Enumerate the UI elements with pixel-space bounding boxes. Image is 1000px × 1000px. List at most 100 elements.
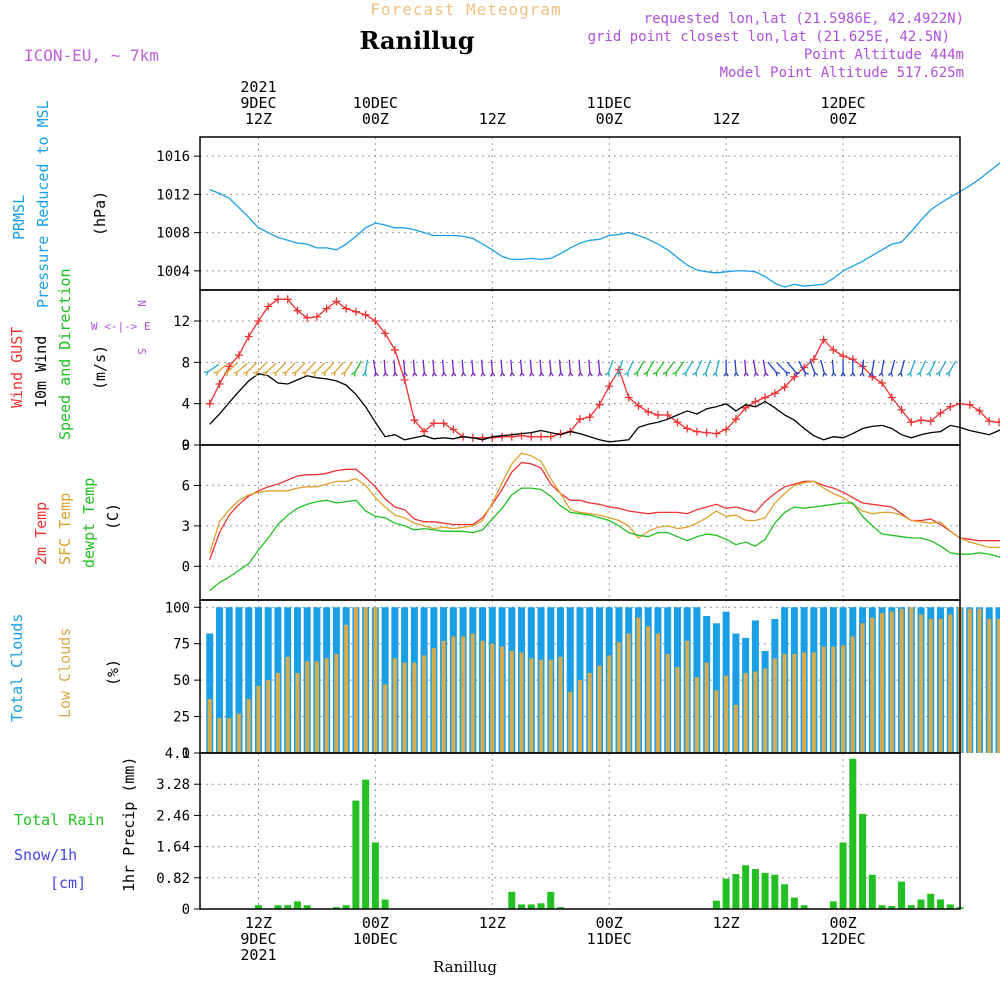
wind-arrow-shaft [324,361,335,373]
wind-arrow-head [831,371,837,377]
gust-marker [887,393,896,402]
low-cloud-bar [256,685,261,753]
low-cloud-bar [295,672,300,753]
low-cloud-bar [772,658,777,753]
gust-marker [722,425,731,434]
y-tick-label: 4 [182,397,190,413]
rain-bar [712,900,720,909]
wind-arrow [372,359,379,377]
low-cloud-bar [412,662,417,753]
low-cloud-bar [704,662,709,753]
wind-arrow-head [785,371,791,377]
wind-arrow-shaft [383,359,386,373]
bottom-time-label: 12Z [479,914,506,932]
wind-arrow [682,360,694,377]
wind-arrow-head [733,371,739,377]
wind-arrow [702,360,712,377]
wind-arrow-shaft [762,359,767,373]
y-label: Pressure Reduced to MSL [34,100,52,308]
gust-marker [761,393,770,402]
gust-marker [692,427,701,436]
total-cloud-bar [381,607,389,753]
low-cloud-bar [665,653,670,753]
gust-marker [205,399,214,408]
low-cloud-bar [870,617,875,753]
wind-arrow-head [712,371,718,377]
bottom-time-label: 12Z [713,914,740,932]
gust-marker [234,351,243,360]
gust-marker [283,295,292,304]
bottom-time-label: 00Z [362,914,389,932]
wind-arrow-shaft [471,359,474,373]
wind-arrow-head [878,371,884,377]
low-cloud-bar [724,675,729,753]
top-time-label: 00Z [596,110,623,128]
wind-arrow-shaft [776,362,787,373]
series-line-prmsl [209,162,1000,288]
low-cloud-bar [996,618,1000,753]
low-cloud-bar [977,608,982,753]
wind-arrow-shaft [656,361,665,373]
wind-arrow [733,359,739,377]
gust-marker [965,400,974,409]
wind-arrow-shaft [767,361,777,373]
low-cloud-bar [461,636,466,753]
wind-arrow-head [451,371,457,377]
wind-arrow-shaft [412,359,416,373]
wind-arrow [907,360,916,377]
low-cloud-bar [500,646,505,753]
gust-marker [653,411,662,420]
y-tick-label: 1004 [156,264,190,280]
total-cloud-bar [225,607,233,753]
low-cloud-bar [655,633,660,753]
wind-arrow-head [331,371,336,377]
gust-marker [332,297,341,306]
wind-arrow [301,362,316,377]
total-cloud-bar [206,633,214,753]
low-cloud-bar [987,618,992,753]
rain-bar [518,904,526,909]
wind-arrow-head [441,371,447,377]
gust-marker [585,413,594,422]
wind-arrow [529,359,535,377]
wind-arrow-head [402,371,408,377]
wind-arrow-shaft [665,361,675,373]
y-label: 10m Wind [32,336,50,408]
wind-arrow [203,363,220,376]
series-line-dewpt-temp [209,487,1000,592]
wind-arrow-shaft [744,359,747,373]
wind-arrow-head [916,371,922,377]
y-tick-label: 0 [182,902,190,918]
wind-arrow-shaft [275,362,287,373]
top-title: Forecast Meteogram [370,0,561,19]
wind-arrow [362,359,369,377]
wind-arrow-head [935,371,941,377]
panel-frame [199,136,961,291]
wind-arrow-shaft [909,360,916,373]
wind-arrow-shaft [675,361,685,373]
wind-arrow [897,359,906,377]
low-cloud-bar [919,614,924,753]
low-cloud-bar [392,658,397,753]
wind-arrow [558,359,564,377]
wind-arrow-shaft [809,360,816,373]
y-tick-label: 9 [182,438,190,454]
low-cloud-bar [967,608,972,753]
wind-arrow-shaft [752,359,757,373]
wind-arrow [945,360,957,377]
wind-arrow-shaft [393,359,396,373]
low-cloud-bar [831,646,836,753]
point-altitude: Point Altitude 444m [804,47,964,63]
wind-arrow-head [577,371,584,377]
gust-marker [917,416,926,425]
total-cloud-bar [264,607,272,753]
wind-arrow-head [662,371,668,377]
wind-arrow-head [804,371,810,377]
rain-bar [547,891,555,909]
y-label: dewpt Temp [80,478,98,568]
gust-marker [273,295,282,304]
low-cloud-bar [207,699,212,753]
y-unit: (hPa) [91,191,109,236]
y-tick-label: 25 [173,710,190,726]
wind-arrow-shaft [558,359,562,373]
